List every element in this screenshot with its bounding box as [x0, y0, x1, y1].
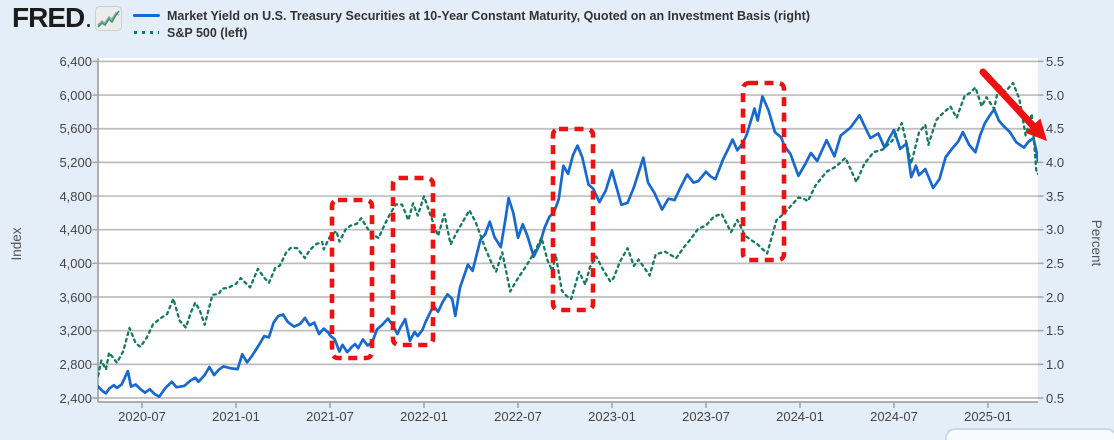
fred-logo-text: FRED [12, 2, 85, 33]
left-axis-tick-label: 2,800 [59, 356, 92, 372]
registered-mark-icon [87, 24, 91, 27]
fred-logo[interactable]: FRED [12, 2, 123, 33]
left-axis-tick-label: 4,000 [59, 255, 92, 271]
left-axis-tick-label: 6,000 [59, 87, 92, 103]
x-axis-tick-label: 2024-07 [870, 409, 918, 424]
left-axis-tick-label: 5,200 [59, 154, 92, 170]
right-axis-tick-label: 5.5 [1046, 53, 1065, 69]
left-axis-tick-label: 3,600 [59, 289, 92, 305]
x-axis-tick-label: 2022-07 [494, 409, 542, 424]
chart-legend: Market Yield on U.S. Treasury Securities… [133, 7, 810, 41]
sp500-dotted-line [98, 81, 1038, 377]
left-axis-tick-label: 3,200 [59, 323, 92, 339]
right-axis-title: Percent [1089, 219, 1104, 267]
x-axis-tick-label: 2023-01 [588, 409, 636, 424]
treasury-line-swatch [133, 14, 160, 17]
right-axis-tick-label: 3.0 [1046, 222, 1065, 238]
x-axis-tick-label: 2020-07 [118, 409, 166, 424]
left-axis-tick-label: 6,400 [59, 53, 92, 69]
right-axis-tick-label: 0.5 [1046, 390, 1065, 406]
x-axis-tick-label: 2024-01 [776, 409, 824, 424]
legend-label-sp500: S&P 500 (left) [167, 25, 248, 40]
x-axis-tick-label: 2021-01 [212, 409, 260, 424]
right-axis-tick-label: 1.5 [1046, 323, 1065, 339]
right-axis-tick-label: 3.5 [1046, 188, 1065, 204]
left-axis-tick-label: 4,800 [59, 188, 92, 204]
right-axis-tick-label: 5.0 [1046, 87, 1065, 103]
legend-item-sp500[interactable]: S&P 500 (left) [133, 24, 810, 41]
right-axis-tick-label: 2.5 [1046, 255, 1065, 271]
highlight-rect [329, 197, 375, 361]
right-axis-tick-label: 1.0 [1046, 356, 1065, 372]
right-axis-tick-label: 2.0 [1046, 289, 1065, 305]
highlight-rect [390, 175, 436, 348]
x-axis-tick-label: 2023-07 [682, 409, 730, 424]
x-axis-tick-label: 2021-07 [306, 409, 354, 424]
trend-arrow-shaft [979, 68, 1039, 133]
right-axis-tick-label: 4.0 [1046, 154, 1065, 170]
highlight-rect [740, 80, 787, 263]
x-axis-tick-label: 2025-01 [964, 409, 1012, 424]
trend-arrow-head [1025, 118, 1047, 141]
fred-sparkline-icon [95, 5, 123, 31]
treasury-yield-line [98, 95, 1038, 399]
right-axis-tick-label: 4.5 [1046, 121, 1065, 137]
left-axis-tick-label: 5,600 [59, 121, 92, 137]
left-axis-tick-label: 4,400 [59, 222, 92, 238]
legend-item-treasury[interactable]: Market Yield on U.S. Treasury Securities… [133, 7, 810, 24]
x-axis-tick-label: 2022-01 [400, 409, 448, 424]
left-axis-tick-label: 2,400 [59, 390, 92, 406]
bottom-panel-edge [945, 428, 1114, 440]
legend-label-treasury: Market Yield on U.S. Treasury Securities… [167, 8, 810, 23]
